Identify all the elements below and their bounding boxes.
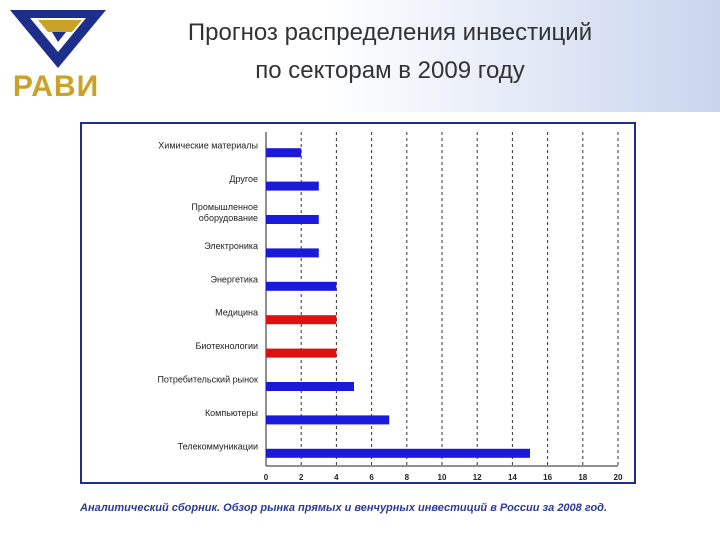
x-tick-label-0: 0 [264,473,269,482]
bar-chart: 0 2 4 6 8 10 12 14 16 18 20 Химические материалы Дру… [157,132,623,482]
bar-6 [266,348,337,358]
slide-header: РАВИ Прогноз распределения инвестиций по… [0,0,720,112]
category-label-9: Телекоммуникации [178,441,258,451]
x-tick-label-1: 2 [299,473,304,482]
bar-5 [266,315,337,325]
x-tick-label-8: 16 [543,473,552,482]
bar-2 [266,215,319,224]
x-tick-label-10: 20 [614,473,623,482]
source-note: Аналитический сборник. Обзор рынка прямы… [80,502,608,514]
category-label-1: Другое [229,174,258,184]
x-tick-label-9: 18 [578,473,587,482]
x-tick-label-2: 4 [334,473,339,482]
bar-4 [266,281,337,291]
logo-text: РАВИ [12,70,100,103]
title-line-1: Прогноз распределения инвестиций [187,19,593,46]
bar-7 [266,382,354,391]
category-label-0: Химические материалы [158,141,258,151]
bar-0 [266,148,302,158]
category-label-2-1: оборудование [199,213,258,223]
category-label-8: Компьютеры [205,408,258,418]
category-label-4: Энергетика [210,274,258,284]
x-tick-label-6: 12 [473,473,482,482]
category-label-2-0: Промышленное [191,202,258,212]
category-label-3: Электроника [204,241,258,251]
bar-8 [266,415,390,425]
x-tick-label-5: 10 [438,473,447,482]
x-tick-label-3: 6 [369,473,374,482]
category-label-6: Биотехнологии [195,341,258,351]
category-label-5: Медицина [215,308,258,318]
bar-9 [266,448,530,458]
bar-1 [266,181,319,191]
ravi-logo-icon [10,10,106,68]
bar-3 [266,248,319,258]
x-tick-label-7: 14 [508,473,517,482]
category-label-7: Потребительский рынок [157,375,258,385]
slide-title: Прогноз распределения инвестиций по сект… [150,14,630,90]
x-tick-label-4: 8 [405,473,410,482]
chart-frame: 0 2 4 6 8 10 12 14 16 18 20 Химические материалы Дру… [80,122,636,484]
title-line-2: по секторам в 2009 году [255,57,525,84]
